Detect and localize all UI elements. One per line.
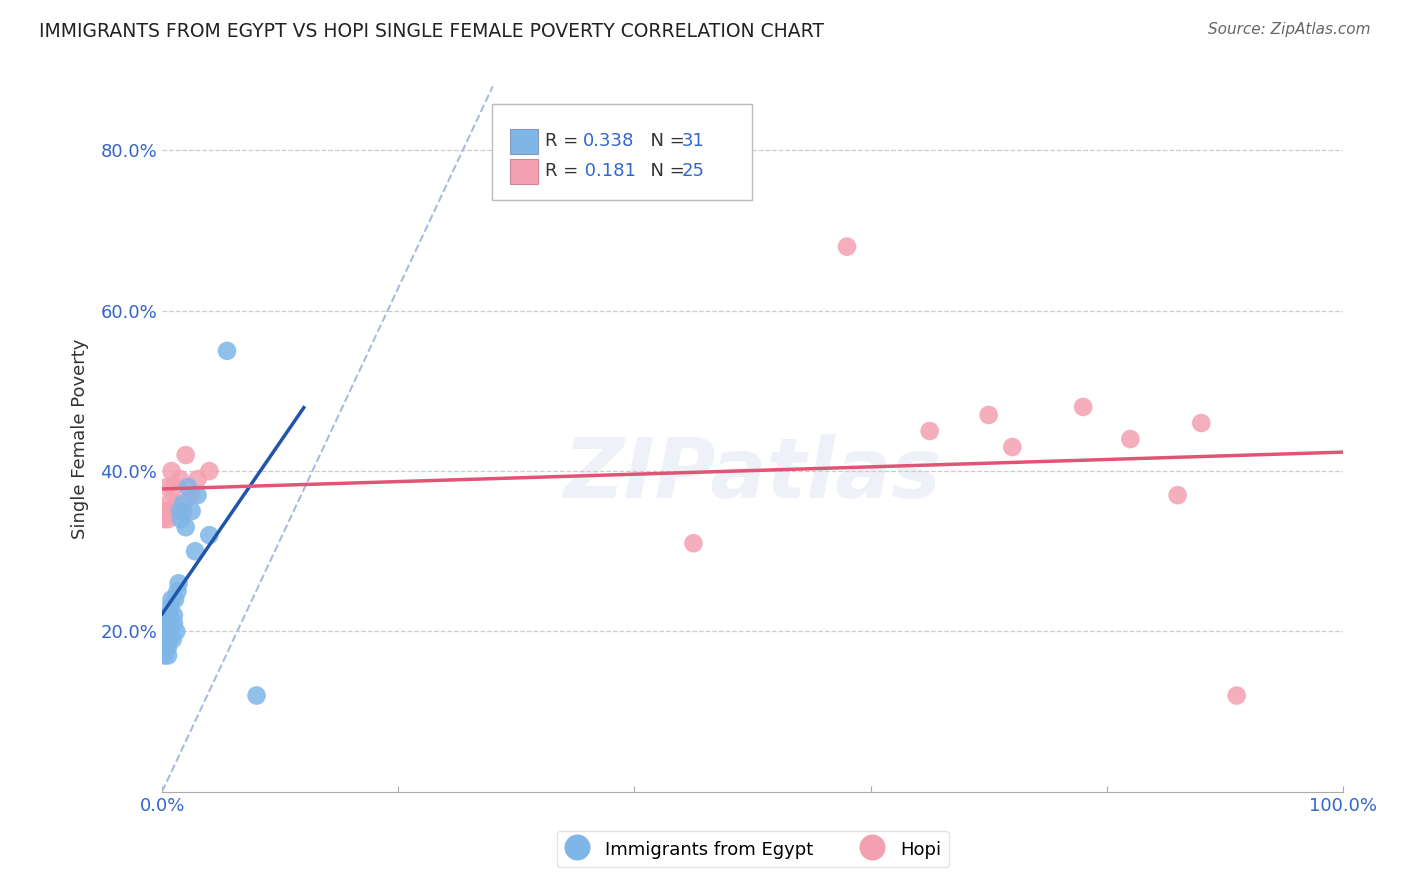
Point (165, 592, 187, 607)
Point (157, 632, 180, 647)
Text: N =: N = (640, 133, 690, 151)
Point (177, 480, 200, 494)
Point (156, 640, 179, 655)
Point (1189, 416, 1212, 430)
Point (155, 624, 177, 639)
Point (155, 504, 177, 518)
Point (163, 480, 186, 494)
Point (918, 424, 941, 438)
Point (165, 496, 187, 510)
Point (1001, 440, 1024, 454)
Point (156, 480, 179, 494)
Point (186, 472, 208, 486)
Point (156, 512, 179, 526)
Point (1119, 432, 1142, 446)
Text: 0.181: 0.181 (579, 162, 636, 180)
Point (162, 632, 184, 647)
Text: 31: 31 (682, 133, 704, 151)
Point (159, 616, 181, 631)
Text: R =: R = (546, 162, 583, 180)
Point (184, 544, 207, 558)
Text: N =: N = (640, 162, 690, 180)
Point (977, 408, 1000, 422)
Point (160, 592, 183, 607)
Point (156, 632, 179, 647)
Point (180, 504, 202, 518)
Text: 0.338: 0.338 (583, 133, 634, 151)
Point (1167, 488, 1189, 502)
Point (198, 528, 221, 542)
Text: R =: R = (546, 133, 583, 151)
Point (155, 640, 177, 655)
Point (169, 504, 191, 518)
Text: ZIPatlas: ZIPatlas (564, 434, 942, 515)
Point (1071, 400, 1094, 414)
Point (172, 504, 194, 518)
Point (156, 624, 179, 639)
Point (159, 600, 181, 615)
Point (172, 496, 194, 510)
Point (163, 608, 186, 623)
Point (163, 616, 186, 631)
Point (245, 689, 267, 703)
Point (167, 576, 190, 591)
Y-axis label: Single Female Poverty: Single Female Poverty (72, 339, 89, 540)
Point (1226, 689, 1249, 703)
Text: IMMIGRANTS FROM EGYPT VS HOPI SINGLE FEMALE POVERTY CORRELATION CHART: IMMIGRANTS FROM EGYPT VS HOPI SINGLE FEM… (39, 22, 824, 41)
Point (835, 240, 858, 254)
Point (156, 648, 179, 663)
Point (166, 584, 188, 599)
Point (215, 343, 238, 358)
Point (682, 536, 704, 550)
Point (180, 488, 202, 502)
Legend: Immigrants from Egypt, Hopi: Immigrants from Egypt, Hopi (557, 830, 949, 867)
Text: 25: 25 (682, 162, 704, 180)
Text: Source: ZipAtlas.com: Source: ZipAtlas.com (1208, 22, 1371, 37)
Point (153, 648, 176, 663)
Point (153, 512, 176, 526)
Point (160, 464, 183, 478)
Point (156, 616, 179, 631)
Point (174, 448, 197, 462)
Point (198, 464, 221, 478)
Point (186, 488, 208, 502)
Point (159, 504, 181, 518)
Point (169, 472, 191, 486)
Point (157, 608, 180, 623)
Point (157, 496, 180, 510)
Point (165, 624, 187, 639)
Point (174, 520, 197, 534)
Point (170, 512, 193, 526)
